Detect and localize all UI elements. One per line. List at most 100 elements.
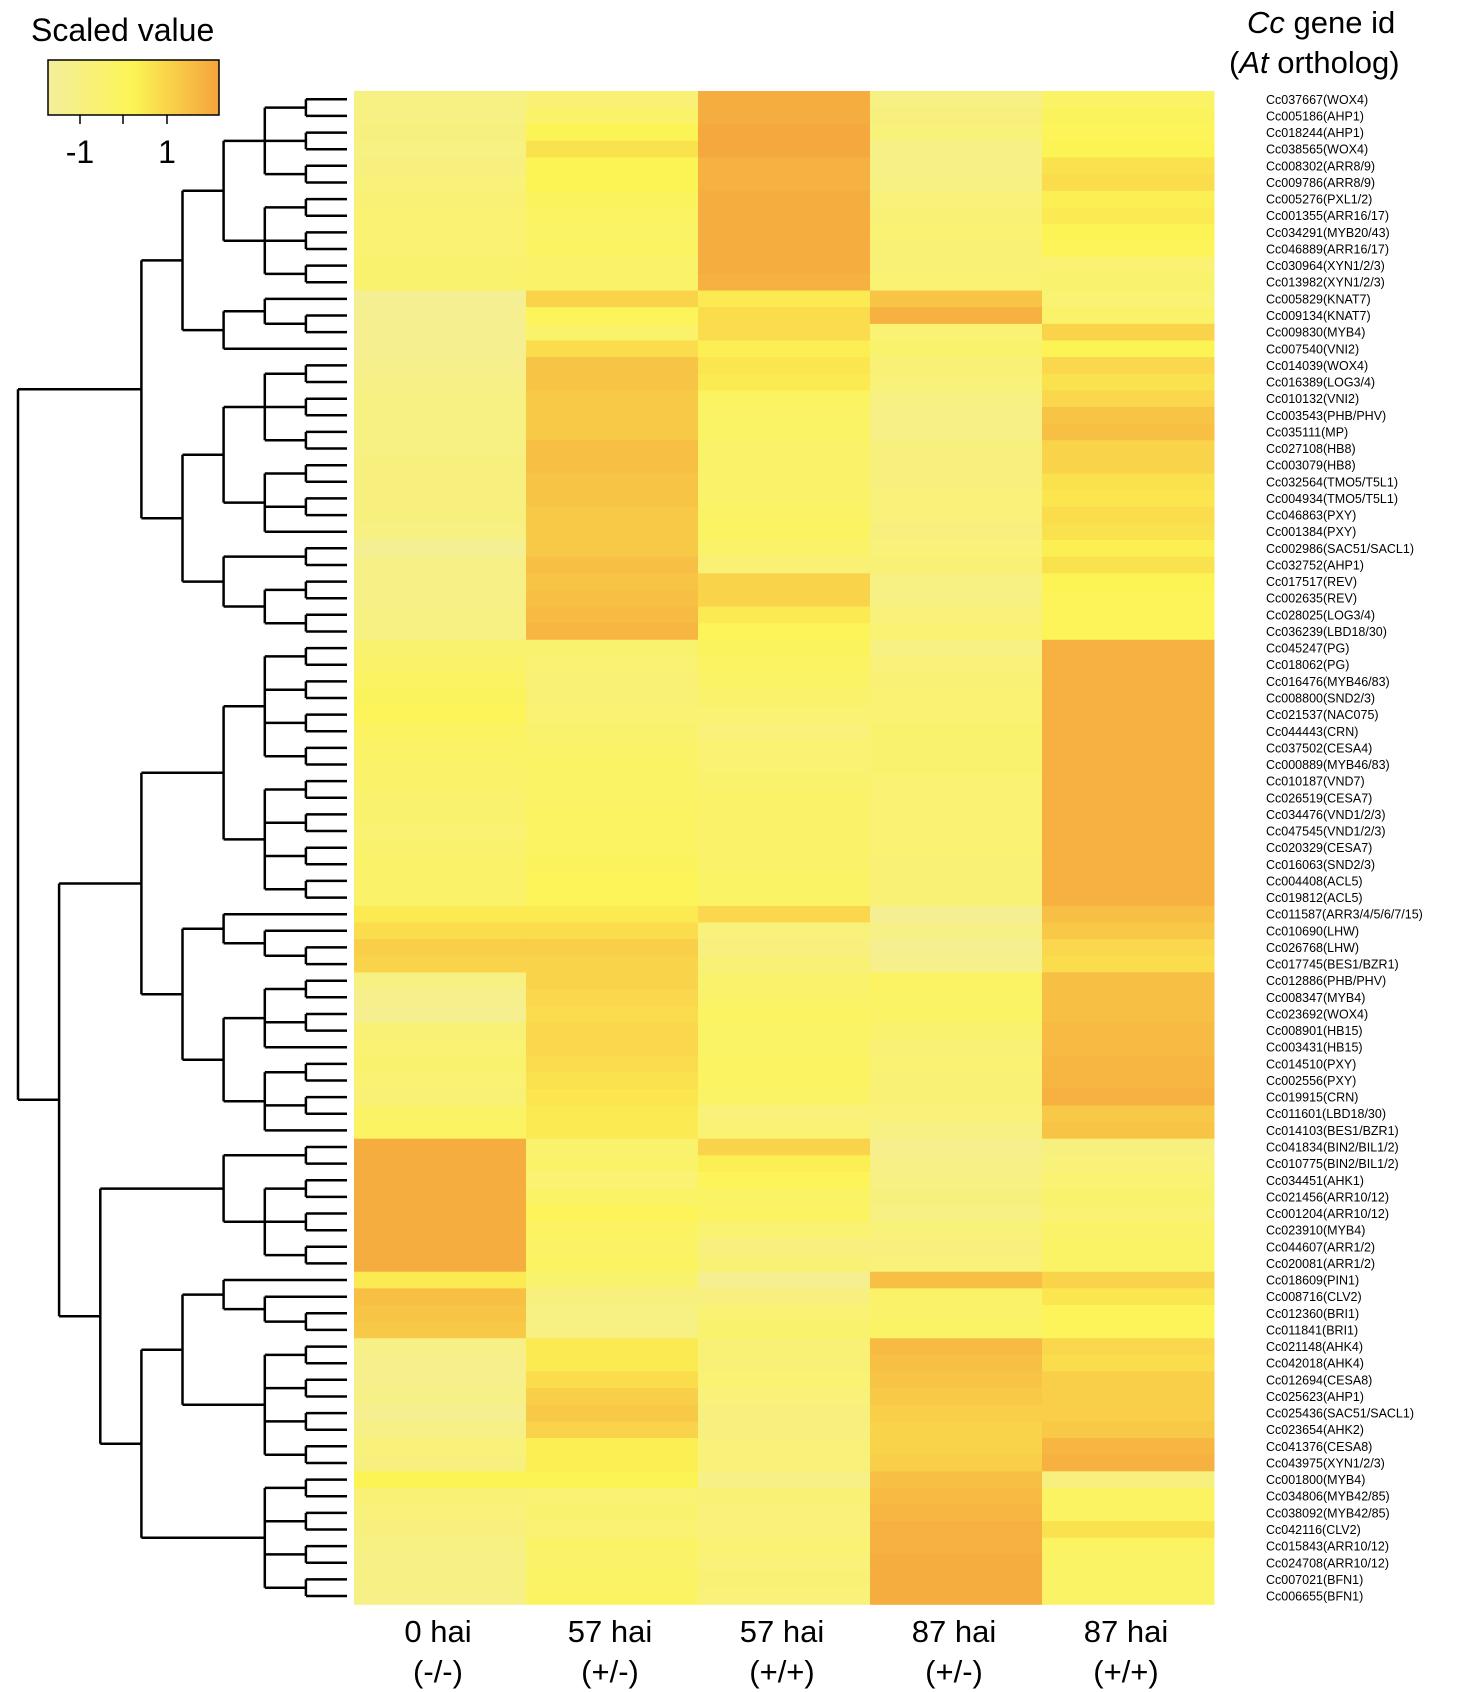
- heatmap-cell: [1042, 224, 1215, 242]
- heatmap-cell: [870, 789, 1043, 807]
- heatmap-cell: [870, 1504, 1043, 1522]
- gene-label: Cc018062(PG): [1266, 658, 1349, 672]
- column-label-time: 87 hai: [911, 1614, 997, 1649]
- gene-label: Cc002556(PXY): [1266, 1074, 1356, 1088]
- heatmap-cell: [354, 1471, 527, 1489]
- heatmap-cell: [698, 1022, 871, 1040]
- heatmap-cell: [1042, 1421, 1215, 1439]
- heatmap-cell: [698, 872, 871, 890]
- gene-label: Cc024708(ARR10/12): [1266, 1556, 1389, 1570]
- gene-label: Cc010690(LHW): [1266, 924, 1359, 938]
- heatmap-cell: [1042, 357, 1215, 375]
- heatmap-cell: [354, 1371, 527, 1389]
- heatmap-cell: [526, 340, 699, 358]
- heatmap-cell: [698, 157, 871, 175]
- gene-label: Cc008347(MYB4): [1266, 991, 1365, 1005]
- heatmap-cell: [1042, 1438, 1215, 1456]
- column-label-genotype: (+/-): [925, 1654, 983, 1689]
- heatmap-cell: [698, 1171, 871, 1190]
- ortholog-open: (: [1229, 45, 1240, 80]
- heatmap-cell: [1042, 1072, 1215, 1090]
- heatmap-cell: [1042, 273, 1215, 292]
- column-label-genotype: (+/-): [581, 1654, 639, 1689]
- gene-label: Cc016476(MYB46/83): [1266, 675, 1390, 689]
- heatmap-cell: [526, 706, 699, 724]
- heatmap-cell: [870, 373, 1043, 391]
- heatmap-cell: [870, 523, 1043, 541]
- heatmap-cell: [526, 1188, 699, 1206]
- heatmap-cell: [354, 1088, 527, 1106]
- gene-label: Cc047545(VND1/2/3): [1266, 825, 1386, 839]
- heatmap-cell: [526, 1338, 699, 1356]
- heatmap-cell: [526, 1571, 699, 1589]
- heatmap-cell: [526, 905, 699, 923]
- gene-label: Cc009134(KNAT7): [1266, 309, 1371, 323]
- gene-label: Cc012886(PHB/PHV): [1266, 974, 1386, 988]
- gene-label: Cc036239(LBD18/30): [1266, 625, 1387, 639]
- heatmap-cell: [526, 1155, 699, 1173]
- gene-label: Cc025436(SAC51/SACL1): [1266, 1407, 1414, 1421]
- heatmap-cell: [354, 1122, 527, 1140]
- heatmap-cell: [698, 1088, 871, 1106]
- heatmap-cell: [870, 756, 1043, 774]
- heatmap-cell: [1042, 772, 1215, 790]
- heatmap-cell: [870, 456, 1043, 474]
- heatmap-cell: [354, 639, 527, 657]
- heatmap-cell: [354, 1155, 527, 1173]
- heatmap-cell: [354, 889, 527, 907]
- heatmap-cell: [1042, 989, 1215, 1007]
- heatmap-cell: [1042, 673, 1215, 691]
- ortholog-header: (At ortholog): [1229, 45, 1400, 81]
- gene-label: Cc010132(VNI2): [1266, 392, 1359, 406]
- heatmap-cell: [526, 939, 699, 957]
- heatmap-cell: [354, 1354, 527, 1373]
- heatmap-cell: [526, 589, 699, 608]
- heatmap-cell: [1042, 1022, 1215, 1040]
- heatmap-cell: [1042, 1404, 1215, 1422]
- heatmap-cell: [354, 290, 527, 308]
- heatmap-cell: [698, 1338, 871, 1356]
- heatmap-cell: [698, 1288, 871, 1306]
- heatmap-cell: [870, 989, 1043, 1007]
- heatmap-cell: [698, 739, 871, 757]
- heatmap-cell: [354, 107, 527, 125]
- gene-label: Cc001384(PXY): [1266, 525, 1356, 539]
- heatmap-cell: [1042, 939, 1215, 957]
- heatmap-cell: [870, 506, 1043, 524]
- heatmap-cell: [698, 540, 871, 558]
- column-label: 87 hai (+/-): [868, 1612, 1040, 1692]
- heatmap-cell: [1042, 839, 1215, 857]
- heatmap-cell: [1042, 340, 1215, 358]
- heatmap-cell: [1042, 739, 1215, 757]
- heatmap-cell: [870, 706, 1043, 724]
- column-label-time: 87 hai: [1083, 1614, 1169, 1649]
- heatmap-cell: [354, 157, 527, 175]
- heatmap-cell: [1042, 207, 1215, 225]
- heatmap-cell: [526, 1055, 699, 1073]
- heatmap-cell: [870, 207, 1043, 225]
- heatmap-cell: [526, 872, 699, 890]
- gene-label: Cc009830(MYB4): [1266, 326, 1365, 340]
- heatmap-cell: [698, 606, 871, 624]
- heatmap-cell: [870, 290, 1043, 308]
- heatmap-cell: [870, 1304, 1043, 1323]
- heatmap-cell: [526, 490, 699, 508]
- heatmap-cell: [870, 1454, 1043, 1472]
- gene-id-header: Cc gene id: [1247, 5, 1395, 41]
- heatmap-cell: [526, 989, 699, 1007]
- heatmap-cell: [698, 1471, 871, 1489]
- heatmap-cell: [698, 1404, 871, 1422]
- gene-label: Cc044607(ARR1/2): [1266, 1240, 1375, 1254]
- gene-label: Cc013982(XYN1/2/3): [1266, 276, 1385, 290]
- heatmap-cell: [698, 1354, 871, 1373]
- heatmap-cell: [354, 1221, 527, 1239]
- legend-title: Scaled value: [31, 12, 215, 48]
- heatmap-cell: [870, 1404, 1043, 1422]
- gene-label: Cc001800(MYB4): [1266, 1473, 1365, 1487]
- heatmap-cell: [354, 273, 527, 292]
- heatmap-cell: [526, 406, 699, 425]
- heatmap-cell: [698, 772, 871, 790]
- gene-label: Cc015843(ARR10/12): [1266, 1540, 1389, 1554]
- gene-label: Cc035111(MP): [1266, 425, 1348, 439]
- heatmap-cell: [870, 922, 1043, 940]
